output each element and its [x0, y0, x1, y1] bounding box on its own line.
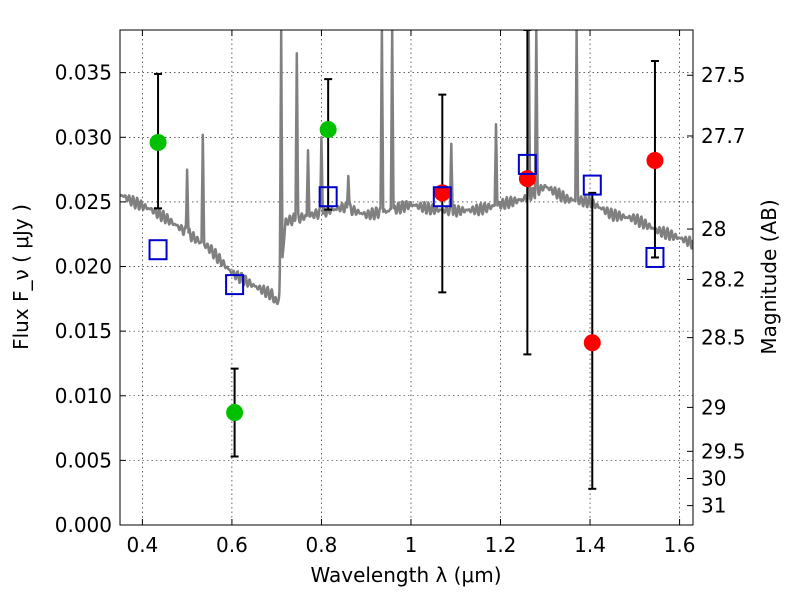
plot-frame — [119, 29, 694, 526]
upper-limit-point — [583, 334, 601, 352]
y-tick-label: 0.020 — [55, 255, 112, 279]
right-tick-label: 30 — [701, 466, 726, 490]
right-tick-label: 28.5 — [701, 326, 746, 350]
y-tick-label: 0.005 — [55, 448, 112, 472]
detection-point — [226, 404, 244, 422]
x-axis-label: Wavelength λ (μm) — [310, 563, 501, 587]
y-tick-label: 0.015 — [55, 319, 112, 343]
y-tick-label: 0.035 — [55, 61, 112, 85]
x-tick-label: 1.2 — [485, 533, 517, 557]
model-square-marker — [432, 186, 452, 208]
model-square-marker — [517, 153, 537, 175]
y-tick-label: 0.025 — [55, 190, 112, 214]
model-square-marker — [318, 186, 338, 208]
y-tick-label: 0.010 — [55, 384, 112, 408]
y-tick-label: 0.030 — [55, 125, 112, 149]
x-tick-label: 1.4 — [574, 533, 606, 557]
right-tick-label: 27.7 — [701, 124, 746, 148]
model-square-marker — [582, 174, 602, 196]
spectrum-layer — [120, 30, 693, 306]
spectrum-line — [120, 30, 693, 306]
y-tick-label: 0.000 — [55, 513, 112, 537]
y-axis-label: Flux F_ν ( μJy ) — [9, 204, 33, 350]
x-tick-label: 0.8 — [306, 533, 338, 557]
ticks: 0.4 0.6 0.8 1 1.2 1.4 1.6 0.000 0.005 0.010 0.015 0… — [55, 30, 746, 557]
upper-limit-point — [646, 152, 664, 170]
right-tick-label: 29 — [701, 395, 726, 419]
model-square-marker — [645, 246, 665, 268]
model-square-marker — [148, 239, 168, 261]
x-tick-label: 1 — [405, 533, 418, 557]
right-tick-label: 29.5 — [701, 439, 746, 463]
marker-layer — [148, 121, 665, 422]
x-tick-label: 0.6 — [216, 533, 248, 557]
right-tick-label: 27.5 — [701, 63, 746, 87]
model-square-marker — [225, 274, 245, 296]
detection-point — [319, 121, 337, 139]
right-tick-label: 28.2 — [701, 267, 746, 291]
grid — [120, 30, 693, 526]
right-tick-label: 28 — [701, 217, 726, 241]
x-tick-label: 0.4 — [126, 533, 158, 557]
right-tick-label: 31 — [701, 494, 726, 518]
detection-point — [149, 133, 167, 151]
errorbar-layer — [154, 30, 659, 490]
right-axis-label: Magnitude (AB) — [757, 199, 781, 354]
x-tick-label: 1.6 — [664, 533, 696, 557]
